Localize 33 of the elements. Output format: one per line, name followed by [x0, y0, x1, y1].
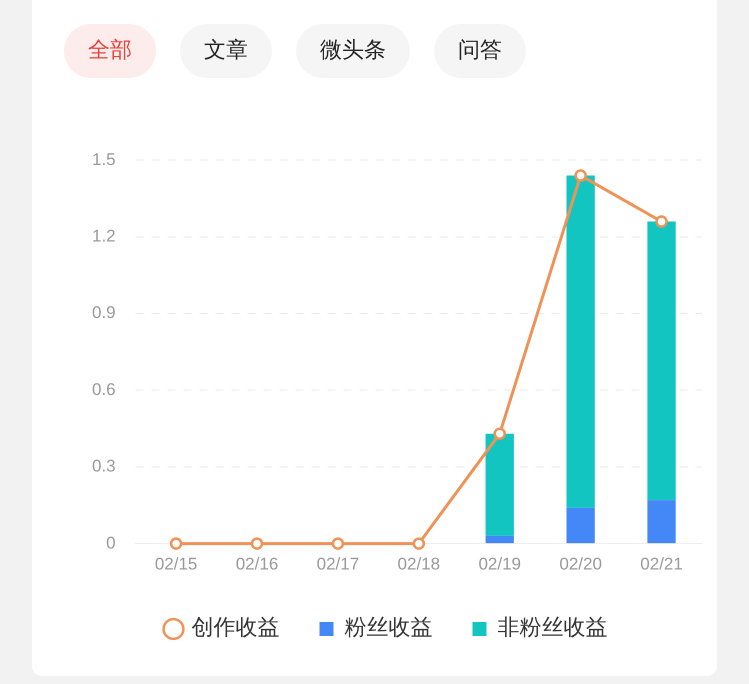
bar	[486, 434, 514, 536]
legend-label: 创作收益	[192, 616, 280, 641]
point	[574, 169, 587, 182]
x-tick-label: 02/18	[398, 554, 440, 574]
x-tick-label: 02/15	[154, 554, 198, 574]
legend-label: 非粉丝收益	[498, 616, 608, 641]
legend-label: 粉丝收益	[344, 616, 432, 641]
x-tick-label: 02/16	[236, 554, 278, 574]
y-tick-label: 0.9	[92, 303, 116, 322]
text: 文章	[180, 24, 272, 78]
point	[332, 537, 344, 550]
point	[250, 537, 264, 550]
y-tick-label: 0.3	[92, 456, 116, 476]
y-tick-label: 1.2	[92, 226, 116, 246]
x-tick-label: 02/20	[559, 554, 602, 574]
y-tick-label: 0.6	[92, 380, 116, 399]
bar	[566, 508, 595, 544]
point	[493, 427, 506, 440]
point	[655, 215, 668, 228]
point	[412, 537, 426, 550]
x-tick-label: 02/17	[316, 554, 360, 574]
bar	[486, 536, 514, 544]
bar	[566, 176, 595, 508]
bar	[647, 500, 676, 544]
text: 问答	[434, 24, 526, 78]
text: 微头条	[296, 24, 410, 78]
x-tick-label: 02/19	[478, 554, 521, 574]
point	[170, 537, 182, 550]
text: 全部	[64, 24, 156, 78]
y-tick-label: 0	[106, 533, 116, 552]
y-tick-label: 1.5	[92, 150, 116, 169]
x-tick-label: 02/21	[640, 554, 683, 574]
bar	[647, 222, 676, 500]
